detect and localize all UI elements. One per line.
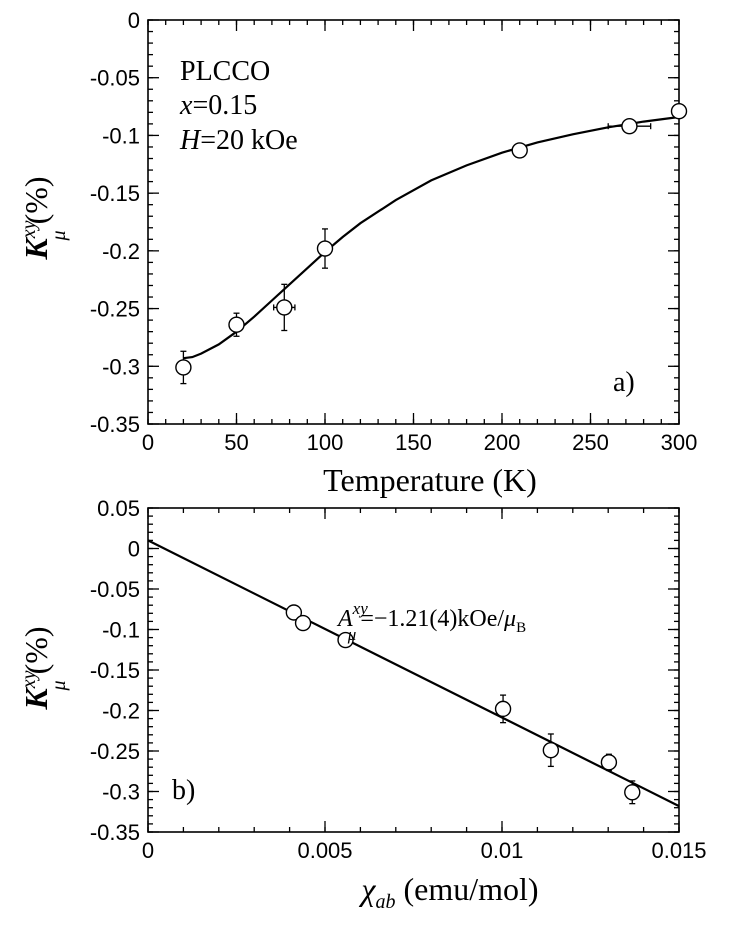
panel-b-y-axis-label: Kxy μ(%): [18, 626, 70, 710]
panel-a: 0 50 100 150 200 250 300 0 -0.05 -0.1 -0.15 -0.2 -0.…: [18, 8, 697, 498]
panel-a-label: a): [613, 367, 635, 398]
panel-a-data-point: [316, 228, 334, 269]
panel-b-y-tick-label: -0.05: [90, 577, 140, 602]
panel-b-data-point: [542, 733, 560, 768]
annotation-doping: x=0.15: [179, 90, 257, 121]
panel-a-marker: [276, 299, 293, 316]
panel-a-data-point: [607, 117, 652, 135]
panel-b-tick-labels: 0 0.005 0.01 0.015 0.05 0 -0.05 -0.1 -0.15 -0.2 -0…: [90, 496, 707, 863]
panel-b-y-tick-label: -0.2: [102, 699, 140, 724]
panel-b-data-point: [285, 604, 303, 621]
panel-a-x-tick-label: 200: [484, 430, 521, 455]
panel-b-x-tick-label: 0.005: [297, 838, 352, 863]
panel-b-data-point: [294, 614, 312, 632]
panel-b-frame: [147, 507, 680, 833]
panel-b-y-tick-label: 0.05: [97, 496, 140, 521]
panel-b: 0 0.005 0.01 0.015 0.05 0 -0.05 -0.1 -0.15 -0.2 -0…: [18, 496, 707, 913]
panel-a-tick-labels: 0 50 100 150 200 250 300 0 -0.05 -0.1 -0.15 -0.2 -0.…: [90, 8, 698, 455]
annotation-field: H=20 kOe: [179, 125, 298, 156]
panel-b-annotation: Axy μ=−1.21(4)kOe/μB: [336, 599, 526, 644]
panel-a-y-tick-label: -0.1: [102, 123, 140, 148]
panel-b-data-point: [624, 780, 641, 805]
panel-b-marker: [600, 754, 618, 771]
panel-b-fit-line: [147, 539, 680, 808]
panel-a-marker: [621, 117, 638, 135]
panel-a-marker: [175, 359, 192, 376]
annotation-sample: PLCCO: [180, 56, 270, 87]
panel-a-data-point: [511, 142, 528, 159]
panel-a-fit-curve: [183, 115, 680, 360]
panel-b-marker: [285, 604, 303, 621]
panel-a-y-tick-label: -0.3: [102, 354, 140, 379]
panel-b-y-tick-label: -0.35: [90, 820, 140, 845]
panel-a-x-tick-label: 100: [307, 430, 344, 455]
panel-a-x-tick-label: 150: [395, 430, 432, 455]
panel-a-x-tick-label: 0: [142, 430, 154, 455]
panel-b-marker: [624, 784, 641, 801]
panel-a-y-axis-label: Kxy μ(%): [18, 176, 70, 260]
panel-b-y-tick-label: -0.3: [102, 780, 140, 805]
panel-a-marker: [228, 316, 245, 333]
panel-b-y-tick-label: 0: [128, 537, 140, 562]
panel-a-marker: [511, 142, 528, 159]
panel-a-y-tick-label: -0.2: [102, 239, 140, 264]
panel-a-x-tick-label: 300: [661, 430, 698, 455]
panel-b-x-tick-label: 0: [142, 838, 154, 863]
panel-b-x-tick-label: 0.01: [481, 838, 524, 863]
panel-b-ticks: [147, 507, 680, 833]
panel-b-data-point: [600, 753, 618, 772]
panel-a-data-point: [670, 102, 688, 120]
panel-b-marker: [294, 614, 312, 632]
panel-a-y-tick-label: 0: [128, 8, 140, 33]
panel-a-marker: [316, 240, 334, 257]
panel-b-marker: [542, 741, 560, 759]
panel-a-x-axis-label: Temperature (K): [323, 462, 537, 498]
panel-b-data-point: [494, 694, 512, 724]
panel-a-data-point: [228, 312, 245, 337]
panel-a-y-tick-label: -0.25: [90, 297, 140, 322]
panel-a-y-tick-label: -0.05: [90, 66, 140, 91]
panel-b-y-tick-label: -0.15: [90, 658, 140, 683]
panel-a-x-tick-label: 250: [572, 430, 609, 455]
panel-b-data-points: [285, 604, 641, 805]
panel-b-data-point: [337, 631, 354, 649]
panel-a-y-tick-label: -0.35: [90, 412, 140, 437]
panel-b-label: b): [172, 775, 195, 806]
panel-a-data-point: [175, 350, 192, 385]
panel-b-marker: [494, 700, 512, 718]
panel-a-data-point: [273, 283, 296, 332]
panel-b-marker: [337, 631, 354, 649]
panel-b-y-tick-label: -0.25: [90, 739, 140, 764]
panel-a-x-tick-label: 50: [224, 430, 248, 455]
panel-a-data-points: [175, 102, 688, 385]
panel-a-marker: [670, 102, 688, 120]
panel-b-x-tick-label: 0.015: [651, 838, 706, 863]
panel-a-y-tick-label: -0.15: [90, 181, 140, 206]
panel-b-x-axis-label: χab (emu/mol): [358, 871, 538, 913]
panel-b-y-tick-label: -0.1: [102, 618, 140, 643]
